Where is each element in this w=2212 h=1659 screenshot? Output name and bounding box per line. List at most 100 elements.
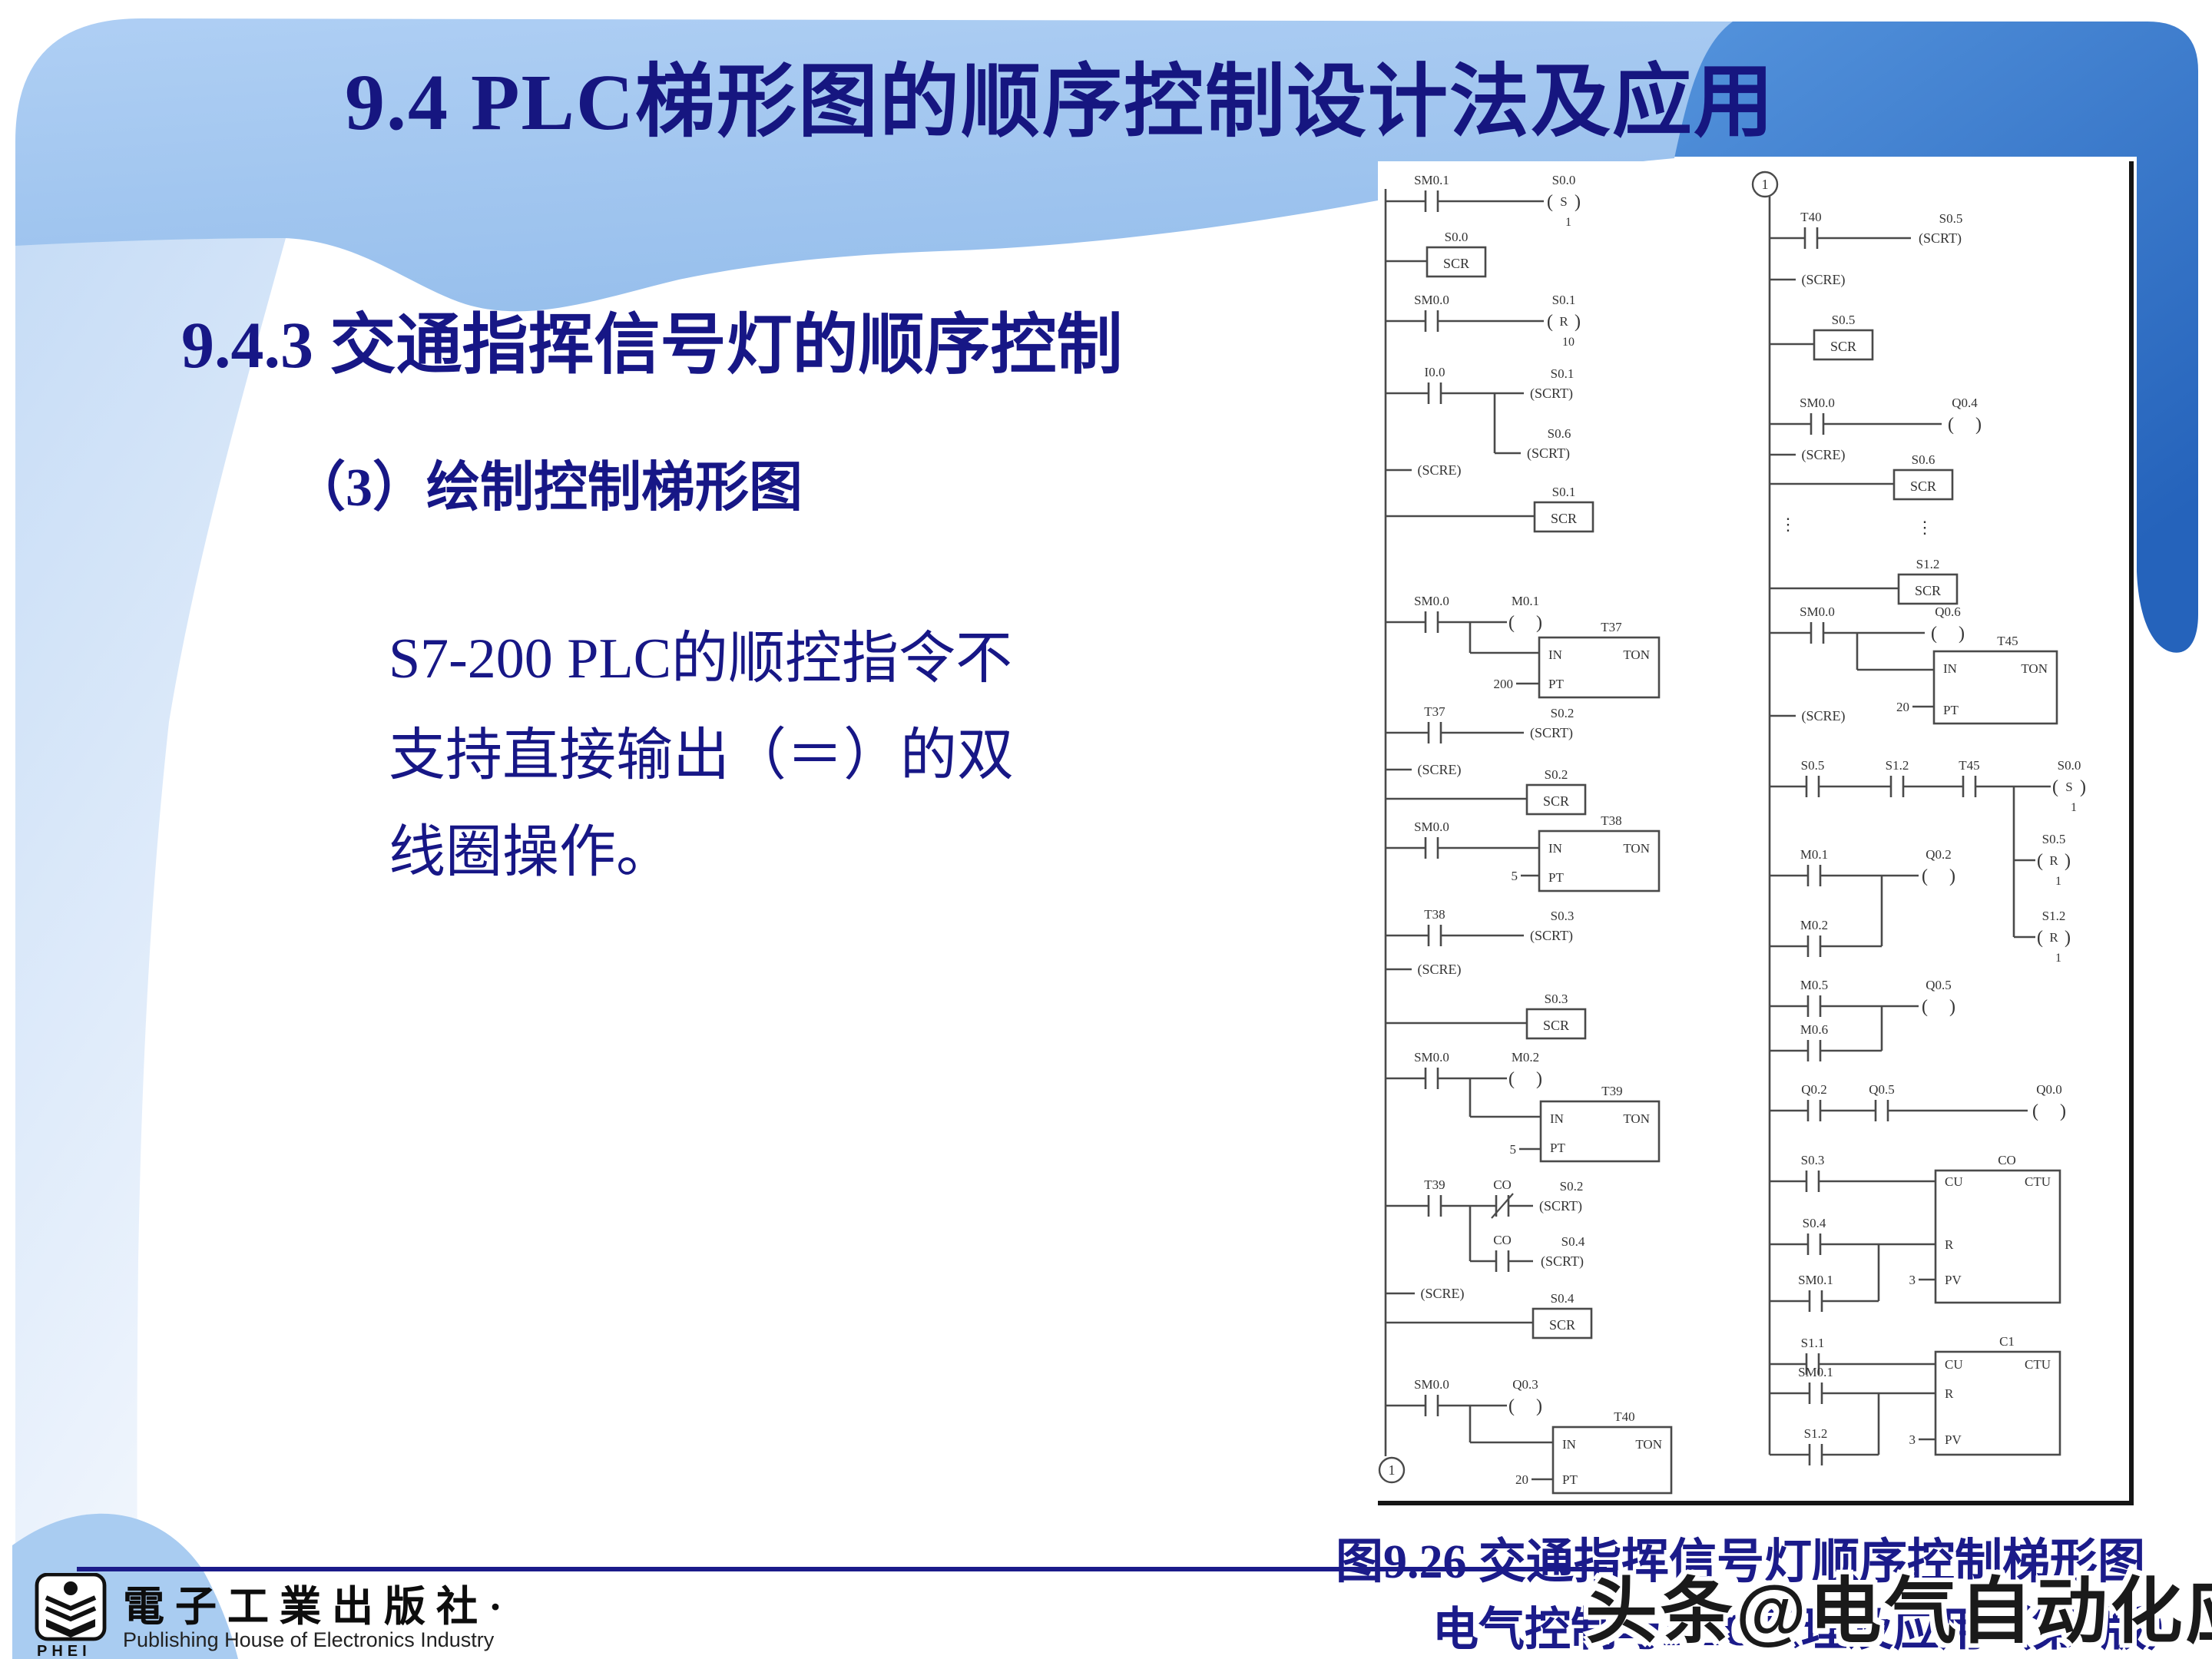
- svg-text:PV: PV: [1945, 1273, 1962, 1287]
- svg-text:(: (: [1547, 312, 1553, 332]
- svg-text:SM0.0: SM0.0: [1414, 1377, 1449, 1392]
- scre-coil: (SCRE): [1801, 447, 1845, 463]
- contact-SM0.0: SM0.0: [1414, 594, 1449, 633]
- svg-text:SM0.0: SM0.0: [1414, 820, 1449, 834]
- svg-text:S0.2: S0.2: [1545, 767, 1568, 782]
- svg-text:IN: IN: [1550, 1111, 1564, 1126]
- svg-text:S0.5: S0.5: [1939, 211, 1963, 226]
- svg-text:): ): [2065, 851, 2071, 871]
- svg-text:20: 20: [1896, 700, 1909, 714]
- svg-text:1: 1: [2071, 801, 2077, 814]
- svg-text:SCR: SCR: [1910, 478, 1936, 494]
- svg-text:S: S: [2065, 780, 2072, 794]
- ellipsis-icon: ⋮: [1916, 518, 1933, 537]
- svg-text:(SCRE): (SCRE): [1801, 708, 1845, 724]
- svg-text:CO: CO: [1998, 1153, 2016, 1167]
- contact-CO: CO: [1491, 1177, 1514, 1219]
- contact-SM0.0: SM0.0: [1800, 396, 1835, 435]
- contact-S1.2: S1.2: [1886, 758, 1909, 797]
- value-label-20: 20: [1896, 700, 1909, 714]
- logo-chevron: [45, 1606, 97, 1622]
- scre-coil: (SCRE): [1420, 1286, 1464, 1302]
- svg-text:S0.2: S0.2: [1560, 1179, 1584, 1194]
- logo-chevron: [45, 1595, 97, 1611]
- scr-box-S0.2: SCR S0.2: [1525, 767, 1587, 816]
- svg-text:1: 1: [1565, 216, 1571, 229]
- svg-text:T38: T38: [1601, 813, 1621, 828]
- svg-text:T38: T38: [1424, 907, 1445, 922]
- continuation-marker-1: 1: [1751, 171, 1779, 198]
- value-label-20: 20: [1515, 1472, 1528, 1487]
- svg-text:S0.5: S0.5: [1801, 758, 1825, 773]
- svg-text:CO: CO: [1493, 1177, 1512, 1192]
- value-label-5: 5: [1512, 869, 1518, 883]
- svg-text:(: (: [1508, 1396, 1515, 1416]
- svg-text:S0.3: S0.3: [1551, 909, 1575, 923]
- coil-S0.5: () R S0.5 1: [2037, 832, 2071, 888]
- svg-text:5: 5: [1510, 1142, 1517, 1157]
- svg-text:Q0.0: Q0.0: [2036, 1082, 2062, 1097]
- contact-SM0.0: SM0.0: [1800, 604, 1835, 644]
- svg-text:Q0.6: Q0.6: [1935, 604, 1961, 619]
- contact-SM0.1: SM0.1: [1798, 1365, 1833, 1404]
- svg-text:SM0.1: SM0.1: [1798, 1273, 1833, 1287]
- body-line: 线圈操作。: [389, 822, 673, 885]
- svg-text:S0.4: S0.4: [1551, 1291, 1575, 1306]
- svg-text:S0.3: S0.3: [1801, 1153, 1825, 1167]
- svg-text:Q0.5: Q0.5: [1869, 1082, 1895, 1097]
- svg-text:C1: C1: [1999, 1334, 2015, 1349]
- contact-SM0.0: SM0.0: [1414, 1050, 1449, 1089]
- contact-M0.2: M0.2: [1800, 918, 1828, 957]
- watermark: 头条@电气自动化应用: [1585, 1570, 2212, 1651]
- coil-S0.0: () S S0.0 1: [1547, 173, 1581, 229]
- svg-text:): ): [1959, 624, 1965, 644]
- svg-text:R: R: [2049, 930, 2058, 945]
- scrt-coil-S0.3: (SCRT) S0.3: [1530, 909, 1574, 944]
- publisher-name-cn: 電子工業出版社·: [123, 1584, 514, 1630]
- scr-box-S0.3: SCR S0.3: [1525, 992, 1587, 1040]
- svg-text:T37: T37: [1424, 704, 1445, 719]
- coil-M0.1: () M0.1: [1508, 594, 1542, 633]
- svg-text:SCR: SCR: [1915, 583, 1941, 598]
- svg-text:M0.2: M0.2: [1800, 918, 1828, 932]
- figure-panel: SM0.1() S S0.0 1 SCR S0.0 SM0.0() R S0.1 10 I0.0 (S…: [1378, 161, 2134, 1505]
- svg-text:): ): [1949, 997, 1955, 1017]
- svg-text:M0.5: M0.5: [1800, 978, 1828, 992]
- svg-text:1: 1: [1389, 1462, 1396, 1478]
- svg-text:I0.0: I0.0: [1425, 365, 1445, 379]
- svg-text:SM0.0: SM0.0: [1414, 293, 1449, 307]
- svg-text:(: (: [1508, 613, 1515, 633]
- coil-S0.0: () S S0.0 1: [2052, 758, 2086, 814]
- svg-text:S0.3: S0.3: [1545, 992, 1568, 1006]
- svg-text:(SCRT): (SCRT): [1539, 1198, 1582, 1214]
- scre-coil: (SCRE): [1417, 462, 1461, 478]
- svg-text:(SCRT): (SCRT): [1527, 445, 1570, 462]
- svg-text:): ): [1536, 613, 1542, 633]
- svg-text:T40: T40: [1800, 210, 1821, 224]
- svg-text:PT: PT: [1548, 677, 1564, 691]
- svg-text:SCR: SCR: [1543, 793, 1569, 809]
- contact-S0.3: S0.3: [1801, 1153, 1825, 1192]
- svg-text:Q0.3: Q0.3: [1512, 1377, 1538, 1392]
- svg-text:SM0.1: SM0.1: [1414, 173, 1449, 187]
- svg-text:S0.1: S0.1: [1551, 366, 1575, 381]
- ton-box-T38: T38 IN TON PT: [1538, 813, 1661, 892]
- contact-M0.6: M0.6: [1800, 1022, 1828, 1061]
- svg-text:(SCRE): (SCRE): [1420, 1286, 1464, 1302]
- svg-text:IN: IN: [1548, 841, 1562, 856]
- svg-text:CTU: CTU: [2025, 1174, 2051, 1189]
- svg-text:TON: TON: [1623, 1111, 1650, 1126]
- svg-text:SCR: SCR: [1551, 511, 1577, 526]
- svg-text:(: (: [1922, 866, 1928, 886]
- svg-text:S: S: [1560, 194, 1567, 209]
- contact-SM0.1: SM0.1: [1414, 173, 1449, 212]
- svg-text:(SCRT): (SCRT): [1541, 1253, 1584, 1270]
- value-label-3: 3: [1909, 1432, 1916, 1447]
- scr-box-S0.1: SCR S0.1: [1533, 485, 1594, 533]
- body-paragraph: S7-200 PLC的顺控指令不 支持直接输出（＝）的双 线圈操作。: [389, 611, 1014, 902]
- contact-SM0.0: SM0.0: [1414, 820, 1449, 859]
- svg-text:): ): [2065, 928, 2071, 948]
- svg-text:R: R: [2049, 853, 2058, 868]
- svg-text:(: (: [1547, 192, 1553, 212]
- svg-text:SCR: SCR: [1543, 1018, 1569, 1033]
